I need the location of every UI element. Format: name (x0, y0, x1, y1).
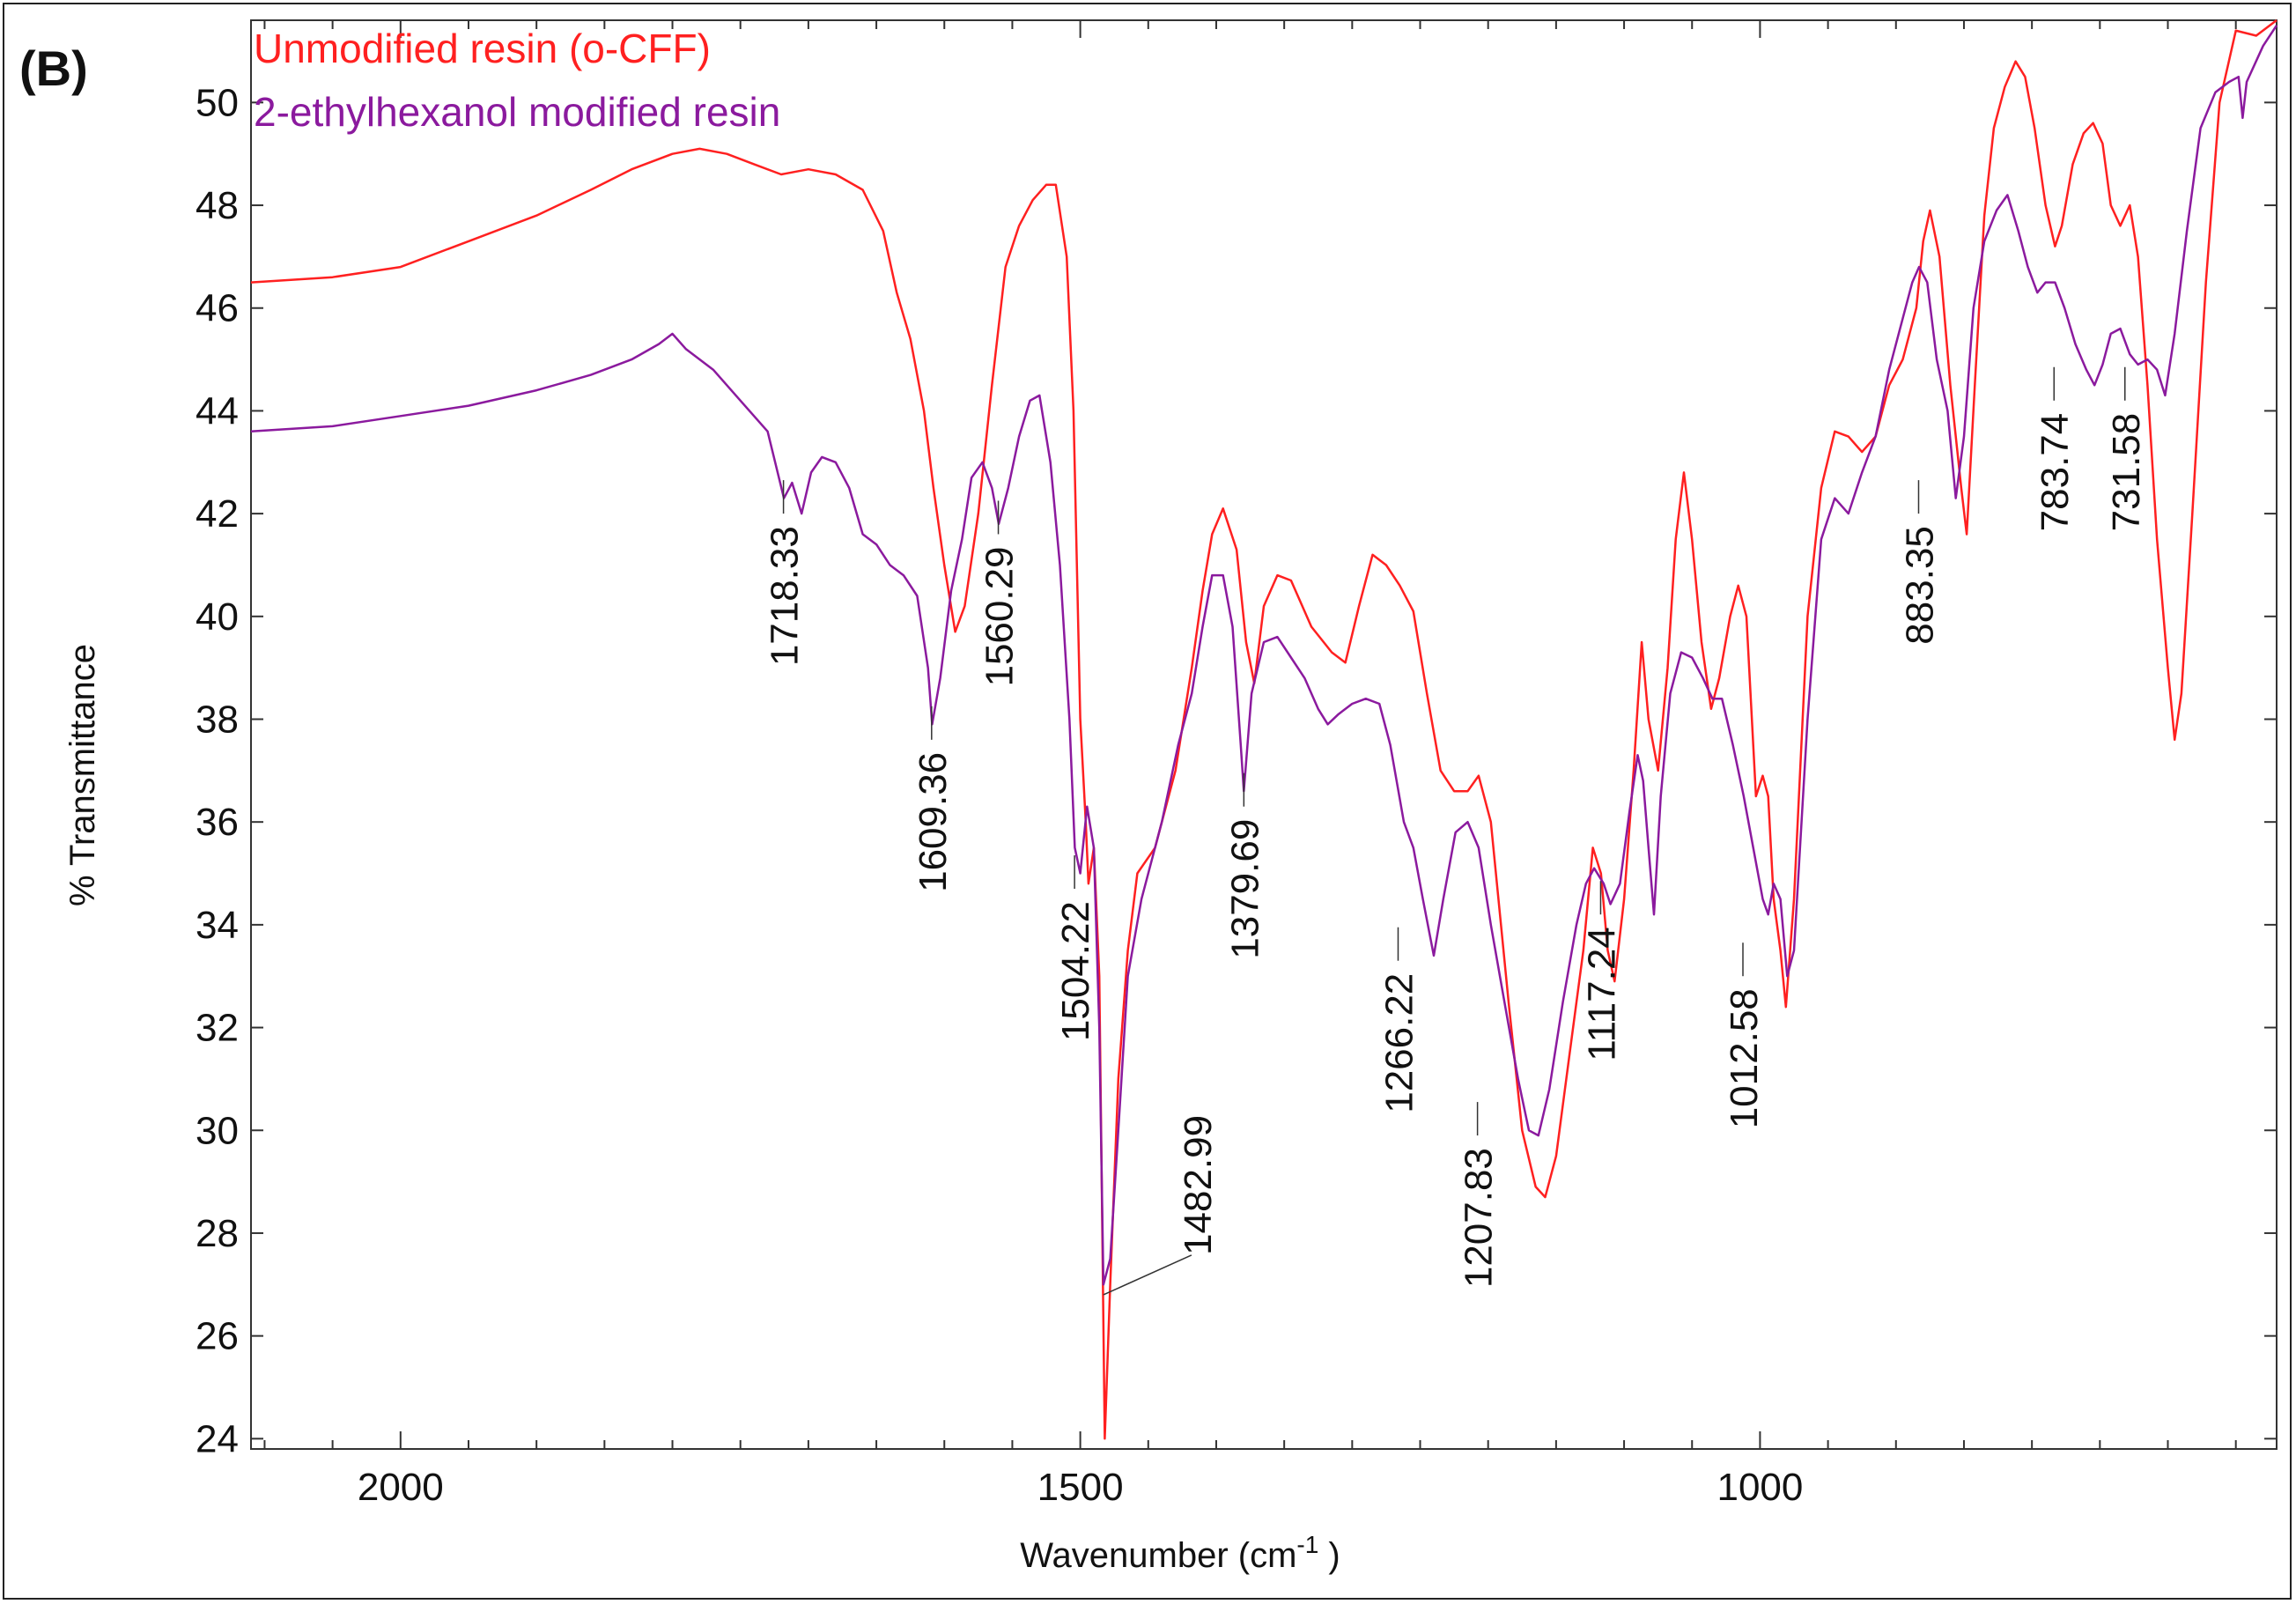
panel-label: (B) (19, 41, 88, 96)
y-tick-label: 36 (196, 801, 239, 844)
y-tick-label: 42 (196, 492, 239, 536)
peak-label: 731.58 (2105, 413, 2148, 532)
y-tick-label: 30 (196, 1109, 239, 1152)
plot-area (250, 19, 2278, 1450)
y-tick-label: 40 (196, 595, 239, 639)
peak-label: 783.74 (2034, 413, 2077, 532)
figure-frame (3, 3, 2292, 1600)
x-axis-title-suffix: ) (1318, 1536, 1340, 1575)
x-axis-title-sup: -1 (1296, 1531, 1318, 1558)
y-tick-label: 38 (196, 698, 239, 741)
peak-label: 1012.58 (1723, 988, 1766, 1128)
x-tick-label: 1500 (1037, 1466, 1124, 1509)
y-tick-label: 26 (196, 1315, 239, 1358)
series-line-modified (250, 25, 2278, 1286)
y-axis-tick-labels: 24 26 28 30 32 34 36 38 40 42 44 46 48 50 (196, 81, 239, 1460)
x-axis-title: Wavenumber (cm-1 ) (1020, 1531, 1340, 1575)
y-tick-label: 44 (196, 389, 239, 432)
y-tick-label: 34 (196, 904, 239, 947)
y-tick-label: 50 (196, 81, 239, 124)
peak-leader-line (1103, 1254, 1192, 1296)
peak-label: 1560.29 (978, 546, 1022, 686)
series-line-unmodified (250, 19, 2278, 1440)
y-axis-title: % Transmittance (63, 644, 102, 906)
y-tick-label: 48 (196, 184, 239, 227)
legend-entry-modified: 2-ethylhexanol modified resin (254, 89, 780, 135)
x-axis-tick-labels: 2000 1500 1000 (358, 1466, 1804, 1509)
y-tick-label: 46 (196, 287, 239, 330)
peak-label: 1482.99 (1177, 1115, 1220, 1255)
legend: Unmodified resin (o-CFF) 2-ethylhexanol … (254, 26, 780, 135)
legend-entry-unmodified: Unmodified resin (o-CFF) (254, 26, 711, 71)
peak-label: 1609.36 (912, 752, 955, 892)
peak-label: 1379.69 (1223, 819, 1266, 959)
y-tick-label: 28 (196, 1212, 239, 1255)
peak-label: 1718.33 (764, 526, 807, 666)
peak-label: 883.35 (1898, 526, 1941, 645)
peak-label: 1117.24 (1580, 927, 1623, 1061)
x-axis-title-main: Wavenumber (cm (1020, 1536, 1296, 1575)
y-tick-label: 24 (196, 1417, 239, 1460)
axis-ticks (251, 20, 2277, 1449)
y-tick-label: 32 (196, 1007, 239, 1050)
peak-label: 1266.22 (1377, 973, 1421, 1113)
peak-label: 1207.83 (1458, 1148, 1501, 1288)
peak-annotations: 1718.33 1609.36 1560.29 1504.22 1482.99 1379.… (764, 366, 2148, 1296)
x-tick-label: 1000 (1716, 1466, 1803, 1509)
series-lines (250, 19, 2278, 1440)
x-tick-label: 2000 (358, 1466, 444, 1509)
peak-label: 1504.22 (1054, 901, 1097, 1041)
